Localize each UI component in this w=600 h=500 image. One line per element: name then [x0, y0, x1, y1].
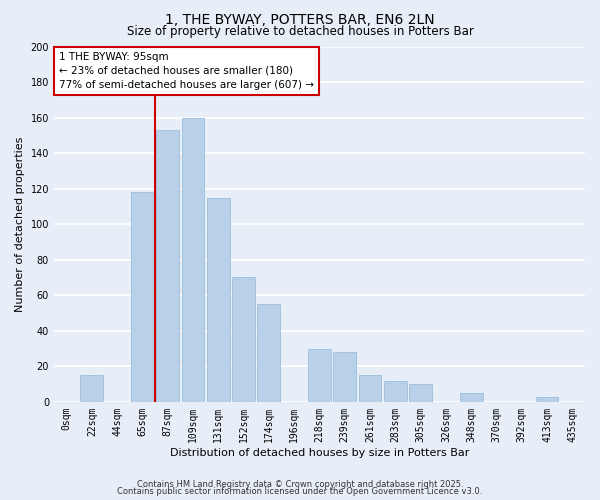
Bar [157, 130, 179, 402]
Y-axis label: Number of detached properties: Number of detached properties [15, 136, 25, 312]
Bar [460, 393, 482, 402]
Bar [182, 118, 205, 402]
Bar [80, 375, 103, 402]
Bar [257, 304, 280, 402]
Text: Contains HM Land Registry data © Crown copyright and database right 2025.: Contains HM Land Registry data © Crown c… [137, 480, 463, 489]
X-axis label: Distribution of detached houses by size in Potters Bar: Distribution of detached houses by size … [170, 448, 469, 458]
Text: 1, THE BYWAY, POTTERS BAR, EN6 2LN: 1, THE BYWAY, POTTERS BAR, EN6 2LN [165, 12, 435, 26]
Bar [308, 348, 331, 402]
Text: Contains public sector information licensed under the Open Government Licence v3: Contains public sector information licen… [118, 488, 482, 496]
Bar [334, 352, 356, 402]
Bar [536, 396, 559, 402]
Text: Size of property relative to detached houses in Potters Bar: Size of property relative to detached ho… [127, 25, 473, 38]
Bar [384, 380, 407, 402]
Text: 1 THE BYWAY: 95sqm
← 23% of detached houses are smaller (180)
77% of semi-detach: 1 THE BYWAY: 95sqm ← 23% of detached hou… [59, 52, 314, 90]
Bar [207, 198, 230, 402]
Bar [409, 384, 432, 402]
Bar [232, 278, 255, 402]
Bar [131, 192, 154, 402]
Bar [359, 375, 382, 402]
